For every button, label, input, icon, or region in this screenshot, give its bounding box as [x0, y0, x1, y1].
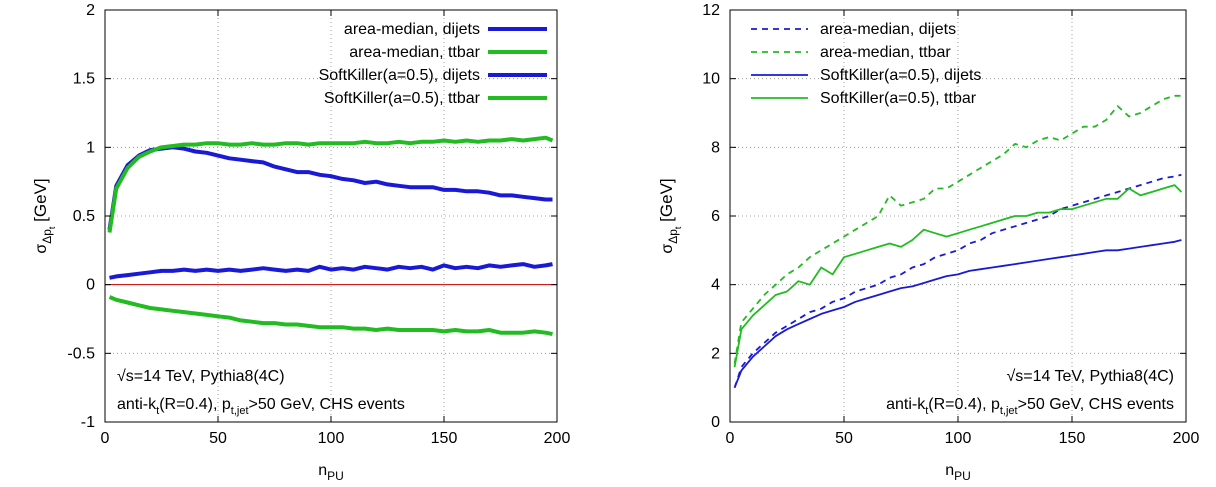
series-line-3: [108, 295, 553, 337]
x-tick-label: 100: [945, 430, 972, 447]
legend-label-1: area-median, ttbar: [820, 44, 951, 61]
left-y-axis-label: σΔpt [GeV]: [31, 178, 57, 253]
y-tick-label: -0.5: [67, 345, 95, 362]
series-line-2: [109, 262, 553, 280]
right-series: [733, 94, 1183, 389]
right-y-axis-label: σΔpt [GeV]: [657, 178, 683, 253]
x-tick-label: 50: [209, 430, 227, 447]
y-tick-label: 10: [702, 71, 720, 88]
legend-label-2: SoftKiller(a=0.5), dijets: [319, 67, 480, 84]
series-line-2: [733, 239, 1182, 389]
y-tick-label: 1: [86, 139, 95, 156]
left-series: [107, 135, 554, 337]
series-line-1: [733, 94, 1182, 364]
series-line-3: [733, 184, 1183, 368]
y-tick-label: 2: [711, 345, 720, 362]
right-annotation-energy: √s=14 TeV, Pythia8(4C): [1006, 368, 1174, 385]
y-tick-label: 0: [86, 277, 95, 294]
right-axis-ticks: 0 50 100 150 200 0 2 4 6 8 10 12: [702, 2, 1199, 447]
legend-label-3: SoftKiller(a=0.5), ttbar: [324, 90, 481, 107]
x-tick-label: 150: [1059, 430, 1086, 447]
right-chart: 0 50 100 150 200 0 2 4 6 8 10 12 area-median, dijet…: [657, 2, 1199, 483]
left-axis-ticks: 0 50 100 150 200 -1 -0.5 0 0.5 1 1.5 2: [67, 2, 570, 447]
y-tick-label: -1: [81, 414, 95, 431]
left-annotation-energy: √s=14 TeV, Pythia8(4C): [117, 368, 285, 385]
series-line-0: [107, 145, 553, 231]
y-tick-label: 2: [86, 2, 95, 19]
left-chart: 0 50 100 150 200 -1 -0.5 0 0.5 1 1.5 2 area-median,…: [31, 2, 570, 483]
x-tick-label: 200: [544, 430, 571, 447]
y-tick-label: 1.5: [73, 71, 95, 88]
x-tick-label: 0: [726, 430, 735, 447]
series-line-1: [107, 135, 554, 233]
x-tick-label: 50: [835, 430, 853, 447]
left-legend: area-median, dijets area-median, ttbar Sof…: [319, 21, 547, 107]
legend-label-1: area-median, ttbar: [349, 44, 480, 61]
right-annotation-algorithm: anti-kt(R=0.4), pt,jet>50 GeV, CHS event…: [886, 396, 1174, 417]
right-grid: [730, 10, 1186, 422]
y-tick-label: 12: [702, 2, 720, 19]
x-tick-label: 150: [431, 430, 458, 447]
x-tick-label: 0: [101, 430, 110, 447]
x-tick-label: 100: [318, 430, 345, 447]
series-line-0: [733, 173, 1182, 388]
x-tick-label: 200: [1173, 430, 1200, 447]
left-x-axis-label: nPU: [318, 462, 344, 483]
legend-label-0: area-median, dijets: [344, 21, 480, 38]
y-tick-label: 6: [711, 208, 720, 225]
y-tick-label: 8: [711, 139, 720, 156]
y-tick-label: 0: [711, 414, 720, 431]
right-legend: area-median, dijets area-median, ttbar Sof…: [751, 21, 981, 107]
y-tick-label: 0.5: [73, 208, 95, 225]
left-annotation-algorithm: anti-kt(R=0.4), pt,jet>50 GeV, CHS event…: [117, 396, 405, 417]
legend-label-2: SoftKiller(a=0.5), dijets: [820, 67, 981, 84]
legend-label-0: area-median, dijets: [820, 21, 956, 38]
y-tick-label: 4: [711, 277, 720, 294]
legend-label-3: SoftKiller(a=0.5), ttbar: [820, 90, 977, 107]
right-x-axis-label: nPU: [945, 462, 971, 483]
